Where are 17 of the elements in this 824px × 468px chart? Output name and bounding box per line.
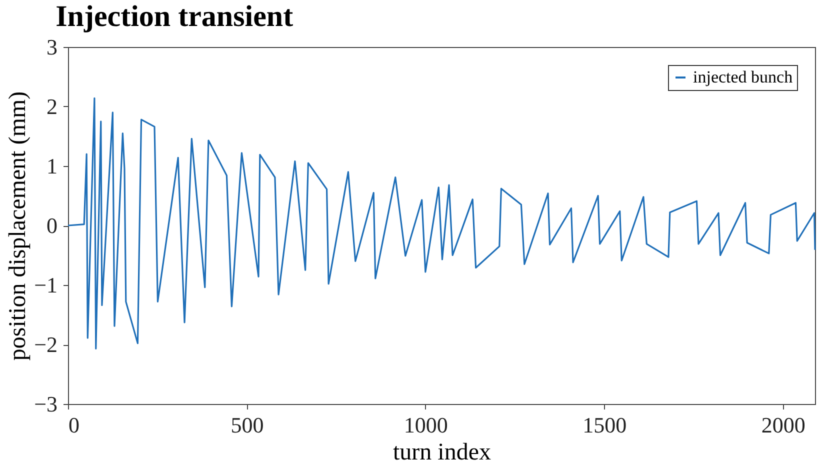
y-tick-label: −1 (34, 272, 58, 298)
y-tick-label: 2 (46, 94, 58, 119)
legend-label: injected bunch (693, 68, 794, 86)
y-tick-label: −2 (34, 332, 58, 357)
y-tick-label: 0 (46, 213, 58, 238)
y-tick-label: 3 (46, 34, 58, 60)
chart-title: Injection transient (56, 0, 294, 33)
y-tick-label: −3 (34, 392, 58, 416)
x-tick-label: 2000 (761, 412, 806, 438)
y-tick-label: 1 (46, 154, 58, 178)
x-tick-label: 1000 (404, 412, 448, 438)
x-tick-label: 1500 (582, 412, 627, 438)
x-tick-label: 500 (230, 412, 264, 438)
line-series (67, 97, 816, 350)
x-axis-title: turn index (393, 440, 491, 466)
y-axis-title: position displacement (mm) (5, 91, 32, 361)
x-tick-label: 0 (68, 412, 80, 438)
